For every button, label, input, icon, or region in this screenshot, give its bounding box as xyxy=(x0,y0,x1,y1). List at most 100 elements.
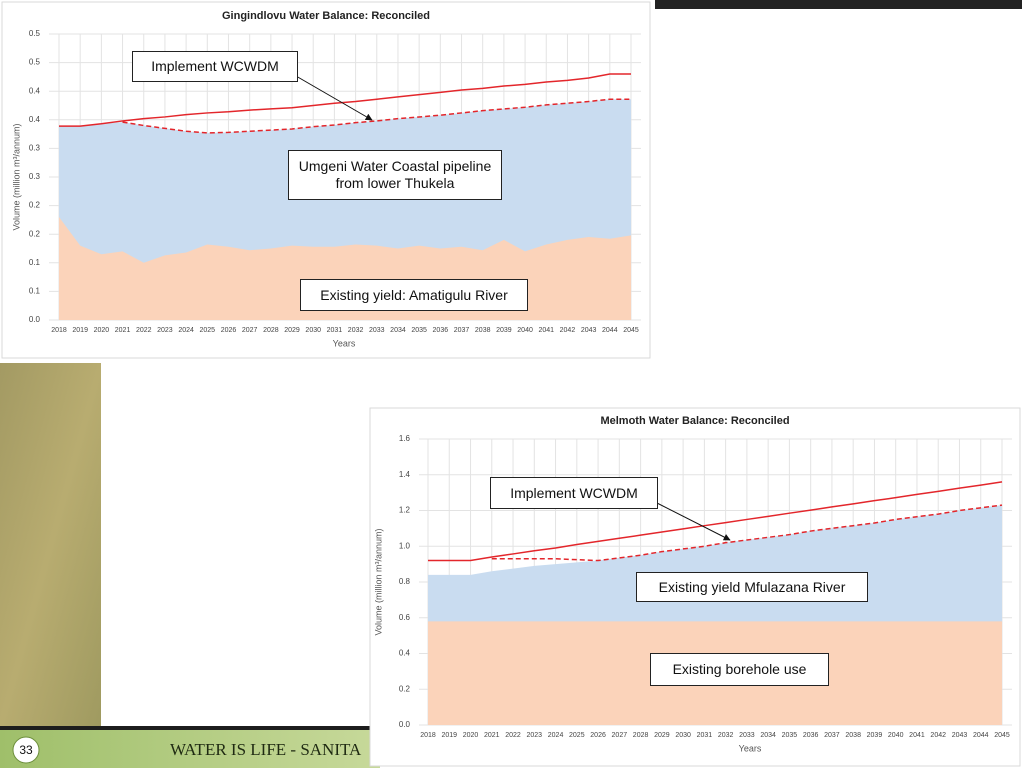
x-tick-label: 2037 xyxy=(824,732,840,739)
x-tick-label: 2044 xyxy=(602,327,618,334)
x-tick-label: 2029 xyxy=(654,732,670,739)
footer-band xyxy=(0,730,380,768)
y-tick-label: 0.0 xyxy=(399,720,411,729)
x-tick-label: 2027 xyxy=(612,732,628,739)
x-tick-label: 2043 xyxy=(952,732,968,739)
footer-line xyxy=(0,726,380,730)
x-tick-label: 2021 xyxy=(115,327,131,334)
annotation-box: Existing yield Mfulazana River xyxy=(636,572,868,602)
annotation-arrow xyxy=(654,501,731,541)
y-tick-label: 0.4 xyxy=(29,86,41,95)
y-tick-label: 0.8 xyxy=(399,577,411,586)
x-tick-label: 2041 xyxy=(909,732,925,739)
x-tick-label: 2029 xyxy=(284,327,300,334)
x-tick-label: 2036 xyxy=(433,327,449,334)
y-tick-label: 0.1 xyxy=(29,287,41,296)
y-tick-label: 0.2 xyxy=(29,201,41,210)
x-tick-label: 2040 xyxy=(888,732,904,739)
y-axis-label: Volume (million m³/annum) xyxy=(373,528,383,635)
x-tick-label: 2038 xyxy=(845,732,861,739)
y-tick-label: 0.3 xyxy=(29,144,41,153)
x-tick-label: 2033 xyxy=(739,732,755,739)
x-tick-label: 2031 xyxy=(697,732,713,739)
x-tick-label: 2039 xyxy=(867,732,883,739)
x-tick-label: 2020 xyxy=(463,732,479,739)
x-tick-label: 2032 xyxy=(348,327,364,334)
y-axis-label: Volume (million m³/annum) xyxy=(11,123,21,230)
x-tick-label: 2043 xyxy=(581,327,597,334)
y-tick-label: 0.1 xyxy=(29,258,41,267)
x-tick-label: 2032 xyxy=(718,732,734,739)
x-tick-label: 2022 xyxy=(505,732,521,739)
x-tick-label: 2026 xyxy=(590,732,606,739)
x-tick-label: 2045 xyxy=(994,732,1010,739)
y-tick-label: 0.5 xyxy=(29,29,41,38)
x-tick-label: 2044 xyxy=(973,732,989,739)
dashed-line xyxy=(491,504,1003,562)
x-tick-label: 2036 xyxy=(803,732,819,739)
page-number: 33 xyxy=(19,743,33,757)
x-tick-label: 2028 xyxy=(633,732,649,739)
x-tick-label: 2025 xyxy=(569,732,585,739)
x-tick-label: 2023 xyxy=(157,327,173,334)
y-tick-label: 1.6 xyxy=(399,434,411,443)
y-tick-label: 0.2 xyxy=(29,229,41,238)
x-tick-label: 2024 xyxy=(178,327,194,334)
x-tick-label: 2030 xyxy=(305,327,321,334)
y-tick-label: 0.2 xyxy=(399,684,411,693)
x-tick-label: 2019 xyxy=(72,327,88,334)
x-tick-label: 2040 xyxy=(517,327,533,334)
footer-slogan: WATER IS LIFE - SANITA xyxy=(170,740,362,759)
y-tick-label: 0.6 xyxy=(399,613,411,622)
x-tick-label: 2034 xyxy=(390,327,406,334)
x-tick-label: 2025 xyxy=(200,327,216,334)
x-tick-label: 2045 xyxy=(623,327,639,334)
x-tick-label: 2030 xyxy=(675,732,691,739)
x-tick-label: 2021 xyxy=(484,732,500,739)
chart-title: Gingindlovu Water Balance: Reconciled xyxy=(222,10,430,22)
x-tick-label: 2035 xyxy=(411,327,427,334)
y-tick-label: 0.5 xyxy=(29,58,41,67)
line xyxy=(428,481,1003,562)
x-tick-label: 2031 xyxy=(327,327,343,334)
x-tick-label: 2020 xyxy=(94,327,110,334)
x-tick-label: 2019 xyxy=(441,732,457,739)
y-tick-label: 0.4 xyxy=(399,649,411,658)
x-tick-label: 2039 xyxy=(496,327,512,334)
y-tick-label: 0.4 xyxy=(29,115,41,124)
annotation-box: Existing yield: Amatigulu River xyxy=(300,279,528,311)
x-tick-label: 2042 xyxy=(930,732,946,739)
x-tick-label: 2038 xyxy=(475,327,491,334)
x-tick-label: 2022 xyxy=(136,327,152,334)
dashed-line xyxy=(122,98,631,134)
annotation-arrow xyxy=(295,75,373,121)
x-tick-label: 2024 xyxy=(548,732,564,739)
x-tick-label: 2028 xyxy=(263,327,279,334)
x-tick-label: 2041 xyxy=(538,327,554,334)
y-tick-label: 0.0 xyxy=(29,315,41,324)
page-badge xyxy=(12,736,40,764)
x-tick-label: 2018 xyxy=(51,327,67,334)
y-tick-label: 1.2 xyxy=(399,506,411,515)
x-axis-label: Years xyxy=(333,338,356,348)
x-axis-label: Years xyxy=(739,743,762,753)
x-tick-label: 2042 xyxy=(560,327,576,334)
annotation-box: Implement WCWDM xyxy=(132,51,298,82)
photo-strip xyxy=(0,363,101,728)
x-tick-label: 2037 xyxy=(454,327,470,334)
annotation-box: Implement WCWDM xyxy=(490,477,658,509)
line xyxy=(59,73,631,127)
x-tick-label: 2035 xyxy=(782,732,798,739)
x-tick-label: 2034 xyxy=(760,732,776,739)
annotation-box: Umgeni Water Coastal pipeline from lower… xyxy=(288,150,502,200)
y-tick-label: 0.3 xyxy=(29,172,41,181)
x-tick-label: 2027 xyxy=(242,327,258,334)
x-tick-label: 2018 xyxy=(420,732,436,739)
annotation-box: Existing borehole use xyxy=(650,653,829,686)
y-tick-label: 1.4 xyxy=(399,470,411,479)
chart-title: Melmoth Water Balance: Reconciled xyxy=(600,415,789,427)
y-tick-label: 1.0 xyxy=(399,541,411,550)
